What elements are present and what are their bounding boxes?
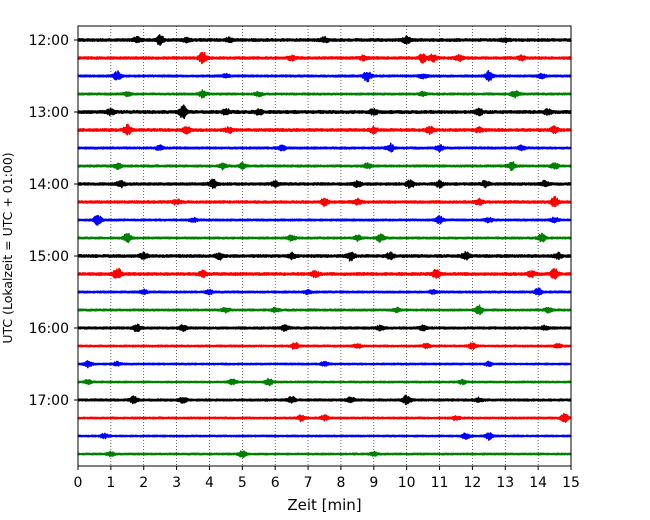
x-tick-label-14: 14 [529,475,547,491]
x-axis-ticks: 0 1 2 3 4 5 6 7 8 9 10 11 12 13 14 15 [74,466,580,491]
trace-1545 [77,304,572,316]
x-tick-label-10: 10 [398,475,416,491]
x-tick-label-6: 6 [271,475,280,491]
plot-frame [77,25,572,467]
trace-1715 [77,412,572,424]
trace-1330 [77,142,572,153]
x-tick-label-1: 1 [106,475,115,491]
x-tick-label-11: 11 [431,475,449,491]
grid-lines [110,26,539,466]
y-tick-label-2: 14:00 [29,177,69,193]
y-tick-label-5: 17:00 [29,393,69,409]
y-tick-label-1: 13:00 [29,105,69,121]
y-axis-ticks: 12:00 13:00 14:00 15:00 16:00 17:00 [29,33,78,409]
x-tick-label-12: 12 [463,475,481,491]
x-tick-label-5: 5 [238,475,247,491]
x-tick-label-9: 9 [369,475,378,491]
x-tick-label-15: 15 [562,475,580,491]
x-tick-label-3: 3 [172,475,181,491]
trace-1700 [77,394,572,406]
trace-1230 [77,69,572,83]
x-tick-label-0: 0 [74,475,83,491]
seismic-traces [77,34,572,459]
trace-1300 [77,104,572,120]
trace-1500 [77,251,572,262]
y-tick-label-4: 16:00 [29,321,69,337]
trace-1445 [77,232,572,244]
trace-1345 [77,161,572,172]
trace-1430 [77,214,572,226]
trace-1515 [77,267,572,280]
y-axis-label: UTC (Lokalzeit = UTC + 01:00) [0,152,15,343]
trace-1745 [77,450,572,459]
trace-1400 [77,178,572,189]
x-tick-label-8: 8 [336,475,345,491]
trace-1315 [77,123,572,136]
x-tick-label-4: 4 [205,475,214,491]
y-tick-label-0: 12:00 [29,33,69,49]
trace-1200 [77,34,572,46]
x-tick-label-13: 13 [496,475,514,491]
x-tick-label-2: 2 [139,475,148,491]
y-tick-label-3: 15:00 [29,249,69,265]
trace-1730 [77,432,572,441]
trace-1530 [77,287,572,296]
trace-1645 [77,377,572,387]
trace-1600 [77,323,572,333]
trace-1630 [77,360,572,369]
x-axis-label: Zeit [min] [287,496,361,514]
trace-1615 [77,342,572,350]
trace-1245 [77,89,572,99]
trace-1415 [77,195,572,207]
x-tick-label-7: 7 [304,475,313,491]
trace-1215 [77,51,572,65]
